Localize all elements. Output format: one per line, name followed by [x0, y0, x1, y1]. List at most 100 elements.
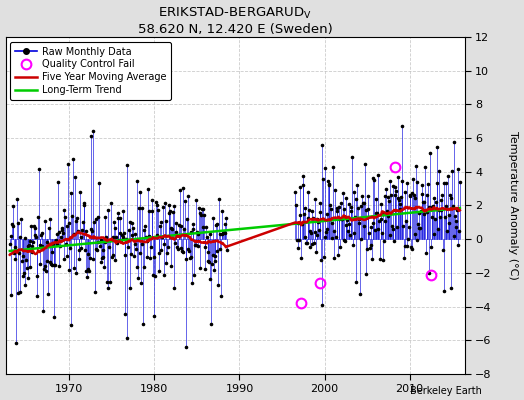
Point: [92, 215, 101, 222]
Point: [318, 142, 326, 148]
Point: [386, 232, 395, 238]
Point: [200, 212, 208, 218]
Point: [213, 220, 222, 227]
Point: [36, 261, 45, 268]
Point: [408, 246, 416, 252]
Point: [45, 258, 53, 265]
Point: [212, 222, 220, 228]
Point: [16, 289, 25, 295]
Point: [105, 244, 113, 250]
Point: [332, 205, 341, 212]
Point: [381, 193, 390, 200]
Point: [125, 227, 133, 234]
Point: [442, 180, 450, 186]
Point: [430, 231, 439, 237]
Point: [433, 180, 441, 187]
Point: [372, 210, 380, 216]
Point: [60, 255, 68, 262]
Point: [23, 265, 31, 272]
Point: [216, 246, 224, 252]
Five Year Moving Average: [405, 205, 411, 210]
Point: [343, 217, 352, 224]
Point: [30, 222, 38, 229]
Point: [213, 248, 221, 254]
Point: [416, 210, 424, 216]
Point: [418, 182, 426, 188]
Point: [81, 268, 90, 274]
Point: [20, 282, 29, 289]
Point: [446, 192, 454, 198]
Point: [59, 230, 67, 236]
Point: [340, 206, 348, 212]
Point: [219, 230, 227, 236]
Point: [20, 270, 28, 276]
Point: [316, 208, 324, 215]
Point: [88, 228, 96, 234]
Point: [135, 205, 143, 212]
Point: [117, 237, 125, 244]
Point: [130, 230, 139, 237]
Point: [390, 192, 399, 198]
Point: [179, 185, 187, 192]
Text: Berkeley Earth: Berkeley Earth: [410, 386, 482, 396]
Point: [220, 228, 228, 235]
Point: [40, 263, 49, 269]
Point: [435, 207, 443, 213]
Point: [434, 168, 443, 174]
Five Year Moving Average: [28, 249, 34, 254]
Point: [61, 214, 69, 220]
Point: [143, 238, 151, 244]
Point: [187, 229, 195, 235]
Point: [360, 223, 368, 230]
Point: [121, 310, 129, 317]
Point: [392, 224, 401, 230]
Point: [122, 236, 130, 242]
Point: [305, 206, 313, 213]
Point: [62, 252, 71, 259]
Point: [426, 150, 434, 156]
Point: [432, 198, 440, 205]
Point: [363, 246, 371, 252]
Point: [350, 189, 358, 195]
Point: [394, 174, 402, 180]
Point: [342, 195, 350, 201]
Point: [380, 218, 389, 224]
Point: [340, 236, 348, 243]
Point: [369, 220, 378, 226]
Point: [79, 201, 88, 208]
Point: [409, 176, 417, 182]
Point: [38, 242, 46, 249]
Title: ERIKSTAD-BERGARUD$_{\mathregular{V}}$
58.620 N, 12.420 E (Sweden): ERIKSTAD-BERGARUD$_{\mathregular{V}}$ 58…: [138, 6, 333, 36]
Point: [79, 219, 87, 225]
Point: [291, 189, 300, 195]
Point: [51, 262, 59, 269]
Point: [108, 252, 117, 258]
Point: [406, 193, 414, 199]
Point: [96, 243, 104, 250]
Point: [57, 234, 65, 240]
Point: [323, 211, 332, 218]
Point: [82, 228, 91, 234]
Point: [160, 241, 169, 248]
Point: [354, 204, 362, 211]
Point: [328, 220, 336, 226]
Point: [365, 229, 374, 236]
Point: [308, 241, 316, 248]
Point: [193, 231, 202, 238]
Point: [418, 190, 427, 197]
Point: [43, 258, 51, 264]
Point: [401, 243, 410, 250]
Point: [210, 267, 218, 274]
Point: [407, 244, 415, 251]
Point: [296, 212, 304, 218]
Point: [320, 254, 328, 260]
Point: [292, 202, 300, 208]
Point: [364, 193, 373, 199]
Point: [123, 162, 131, 168]
Point: [56, 243, 64, 250]
Point: [54, 179, 62, 185]
Point: [452, 224, 460, 230]
Point: [454, 242, 463, 248]
Point: [72, 218, 81, 224]
Point: [196, 264, 205, 271]
